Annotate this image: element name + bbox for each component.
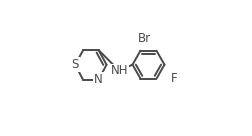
Text: S: S	[71, 58, 79, 71]
Text: N: N	[94, 73, 103, 86]
Text: F: F	[170, 72, 176, 85]
Text: NH: NH	[110, 64, 128, 77]
Text: Br: Br	[137, 32, 150, 45]
